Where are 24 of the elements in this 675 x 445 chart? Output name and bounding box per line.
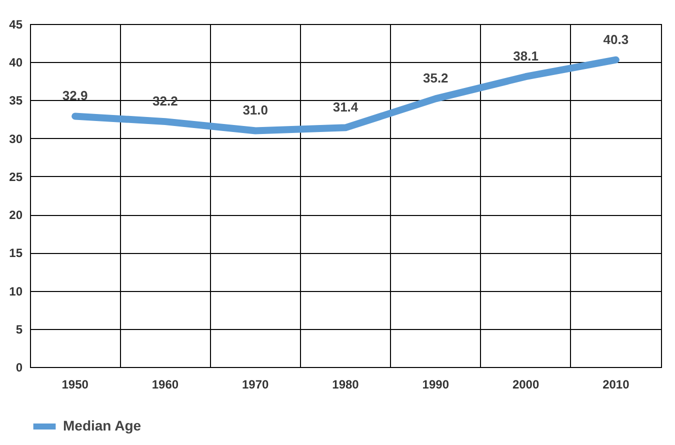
y-tick-label: 40 <box>9 56 23 70</box>
data-label: 32.9 <box>62 88 88 104</box>
y-tick-label: 35 <box>9 94 23 108</box>
data-label: 31.0 <box>242 102 268 118</box>
x-tick-label: 1960 <box>152 378 179 392</box>
x-tick-label: 2010 <box>602 378 630 392</box>
y-tick-label: 25 <box>9 170 23 184</box>
data-label: 38.1 <box>513 48 538 64</box>
y-tick-label: 20 <box>9 208 23 222</box>
x-tick-label: 2000 <box>512 378 540 392</box>
x-tick-label: 1980 <box>332 378 360 392</box>
x-tick-label: 1950 <box>62 378 89 392</box>
y-tick-label: 30 <box>9 132 23 146</box>
y-tick-label: 45 <box>9 18 23 32</box>
x-tick-label: 1970 <box>242 378 270 392</box>
legend-label: Median Age <box>63 418 142 434</box>
y-tick-label: 5 <box>16 322 23 336</box>
y-tick-label: 15 <box>9 246 23 260</box>
y-tick-label: 10 <box>9 284 23 298</box>
y-tick-label: 0 <box>16 360 23 374</box>
data-label: 40.3 <box>603 32 629 47</box>
data-label: 31.4 <box>332 100 359 115</box>
x-tick-label: 1990 <box>422 378 450 392</box>
data-label: 35.2 <box>422 70 448 86</box>
